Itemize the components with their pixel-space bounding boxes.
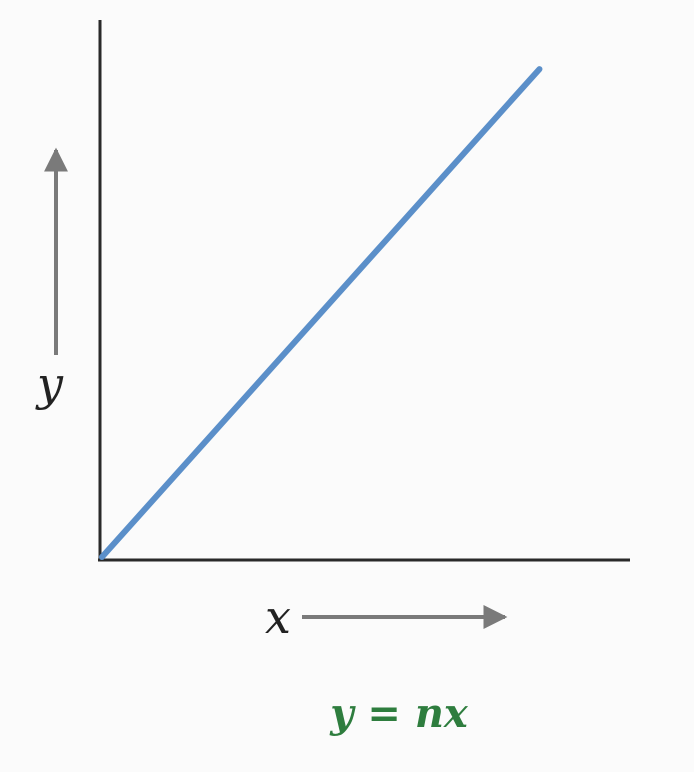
x-axis-label: x bbox=[265, 590, 291, 644]
series-line bbox=[99, 66, 543, 560]
y-axis-label: y bbox=[35, 357, 64, 411]
equation-label: y = nx bbox=[329, 690, 469, 737]
